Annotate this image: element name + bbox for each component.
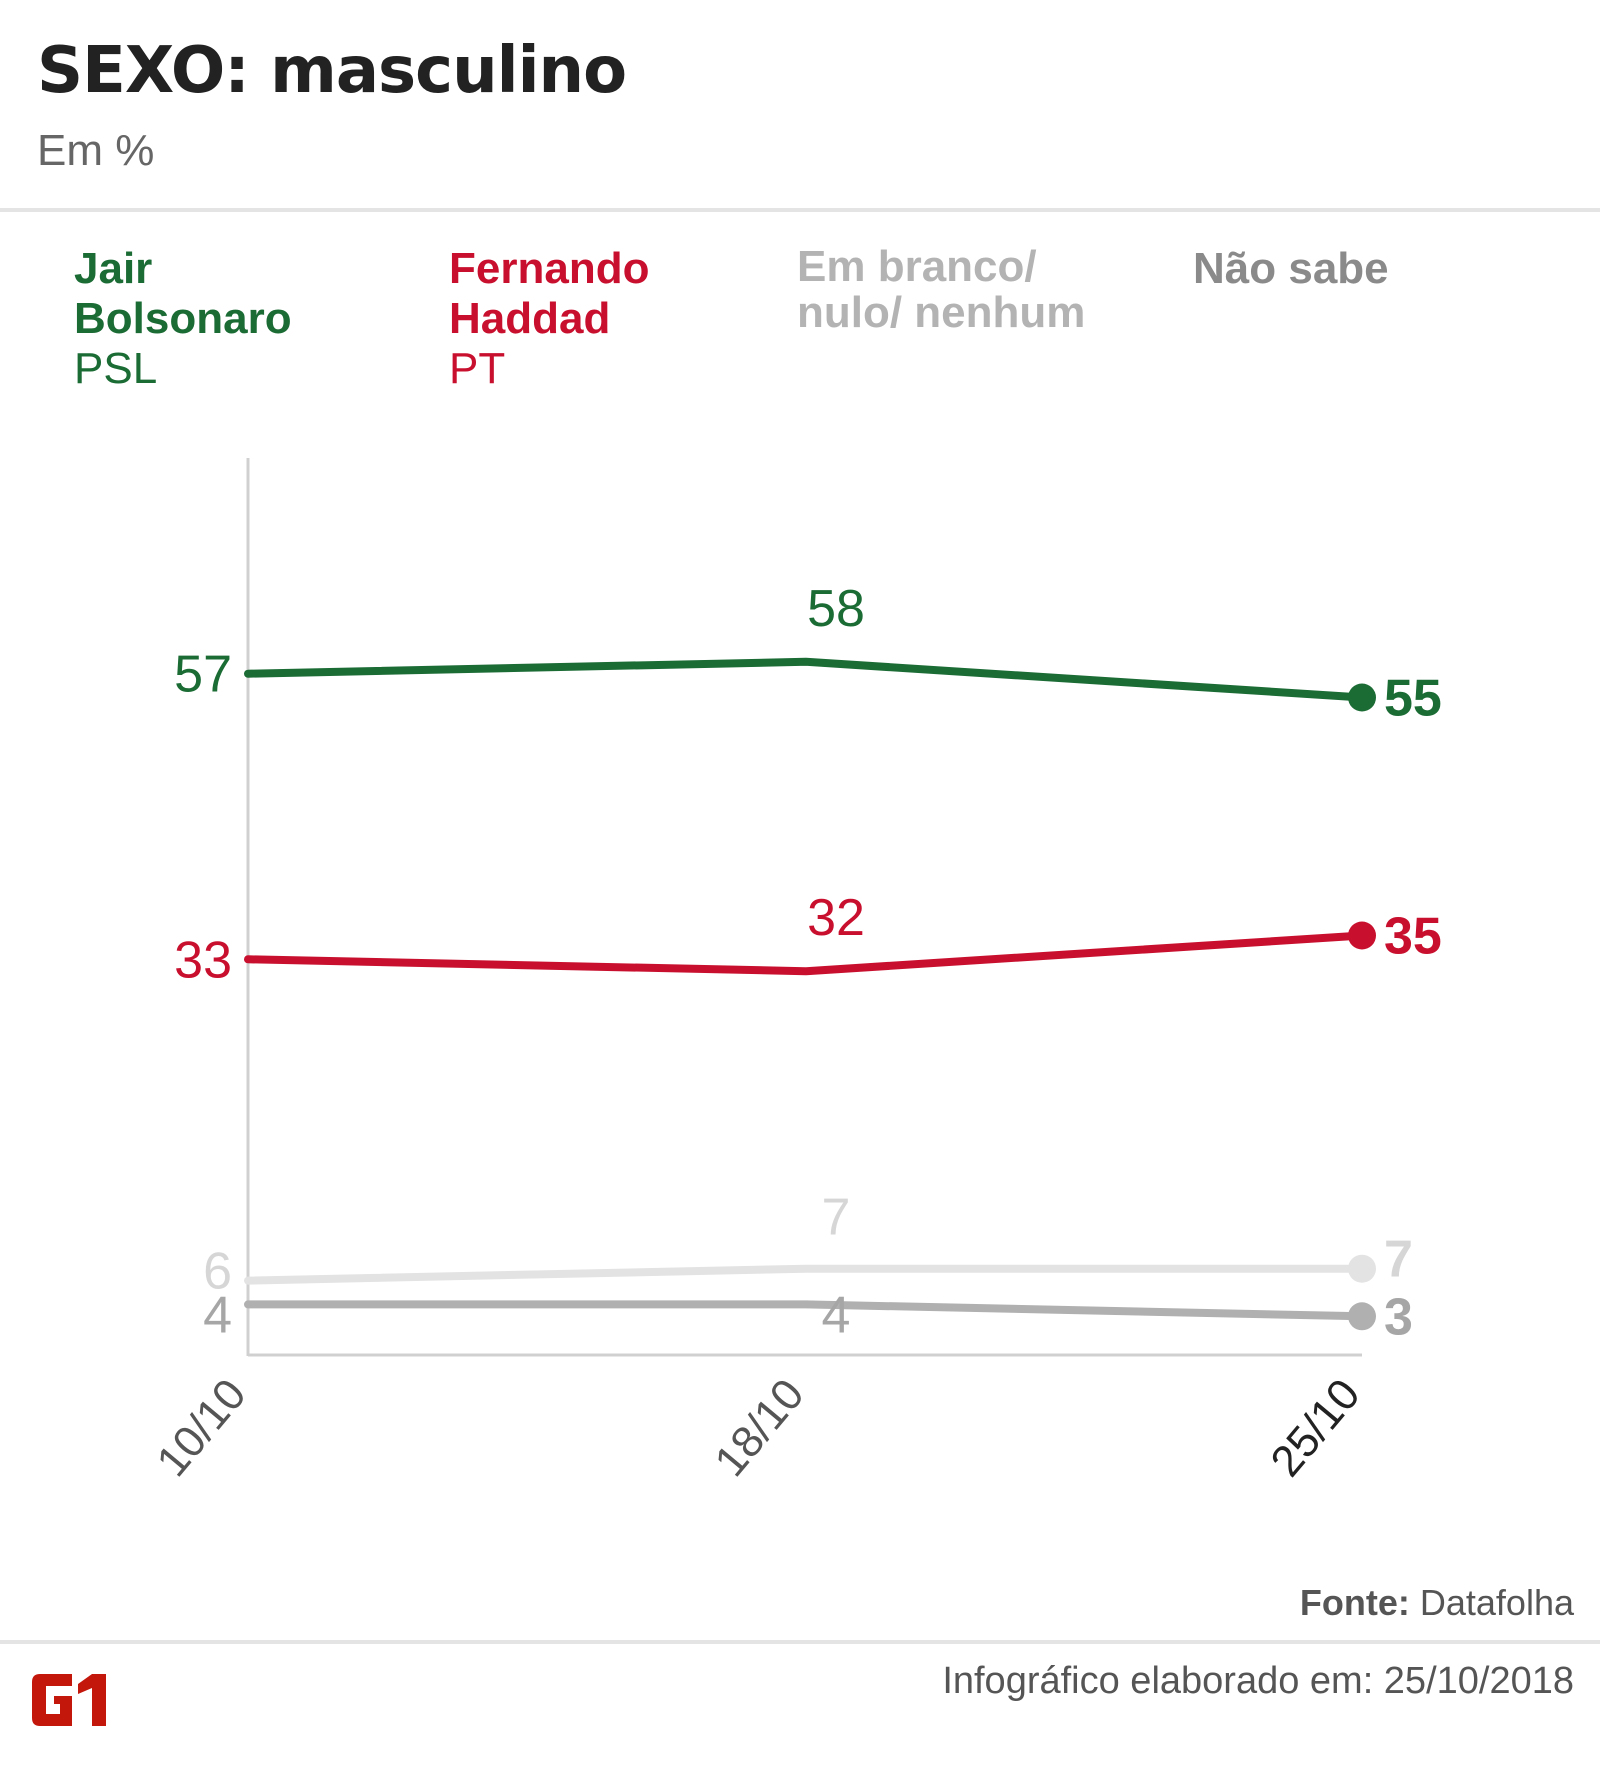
- legend-party: PSL: [74, 344, 158, 393]
- series-line-0: [244, 657, 1366, 702]
- data-label-mid: 4: [822, 1286, 851, 1344]
- g1-logo-g-shape: [32, 1674, 72, 1726]
- series-line-3: [244, 1300, 1366, 1321]
- chart-title: SEXO: masculino: [37, 34, 627, 108]
- data-label-start: 6: [203, 1243, 232, 1301]
- legend-name: Haddad: [449, 294, 611, 343]
- data-label-mid: 7: [822, 1189, 851, 1247]
- legend-item-haddad: Fernando Haddad PT: [449, 244, 649, 394]
- legend-name: Em branco/: [797, 242, 1037, 291]
- legend-name: nulo/ nenhum: [797, 288, 1086, 337]
- legend-item-branco-nulo: Em branco/ nulo/ nenhum: [797, 244, 1085, 336]
- legend-item-bolsonaro: Jair Bolsonaro PSL: [74, 244, 292, 394]
- series-line-2: [244, 1264, 1366, 1285]
- series-end-dot-1: [1348, 921, 1376, 950]
- data-label-mid: 32: [807, 889, 865, 947]
- chart-subtitle: Em %: [37, 126, 155, 175]
- legend-name: Fernando: [449, 244, 650, 293]
- x-tick-label: 10/10: [147, 1370, 255, 1486]
- data-label-end: 7: [1384, 1231, 1413, 1289]
- series-end-dot-2: [1348, 1254, 1376, 1283]
- footer-divider: [0, 1640, 1600, 1644]
- data-label-start: 57: [174, 646, 232, 704]
- header-divider: [0, 208, 1600, 212]
- legend-party: PT: [449, 344, 506, 393]
- source-note: Fonte: Datafolha: [1300, 1582, 1574, 1624]
- legend-item-nao-sabe: Não sabe: [1193, 244, 1389, 294]
- legend-name: Bolsonaro: [74, 294, 292, 343]
- series-line-1: [244, 931, 1366, 976]
- source-label: Fonte:: [1299, 1582, 1410, 1623]
- legend-name: Não sabe: [1193, 244, 1389, 293]
- series-end-dot-0: [1348, 683, 1376, 712]
- legend-name: Jair: [74, 244, 153, 293]
- data-label-start: 33: [174, 931, 232, 989]
- data-label-end: 55: [1384, 670, 1442, 728]
- data-label-end: 3: [1384, 1288, 1413, 1346]
- source-value: Datafolha: [1419, 1582, 1574, 1623]
- x-tick-label: 18/10: [705, 1370, 813, 1486]
- g1-logo-1-shape: [78, 1674, 106, 1726]
- x-tick-label: 25/10: [1261, 1370, 1369, 1486]
- g1-logo: [32, 1674, 106, 1726]
- infographic-date: Infográfico elaborado em: 25/10/2018: [942, 1660, 1574, 1702]
- data-label-end: 35: [1384, 908, 1442, 966]
- data-label-start: 4: [203, 1286, 232, 1344]
- data-label-mid: 58: [807, 580, 865, 638]
- series-end-dot-3: [1348, 1302, 1376, 1331]
